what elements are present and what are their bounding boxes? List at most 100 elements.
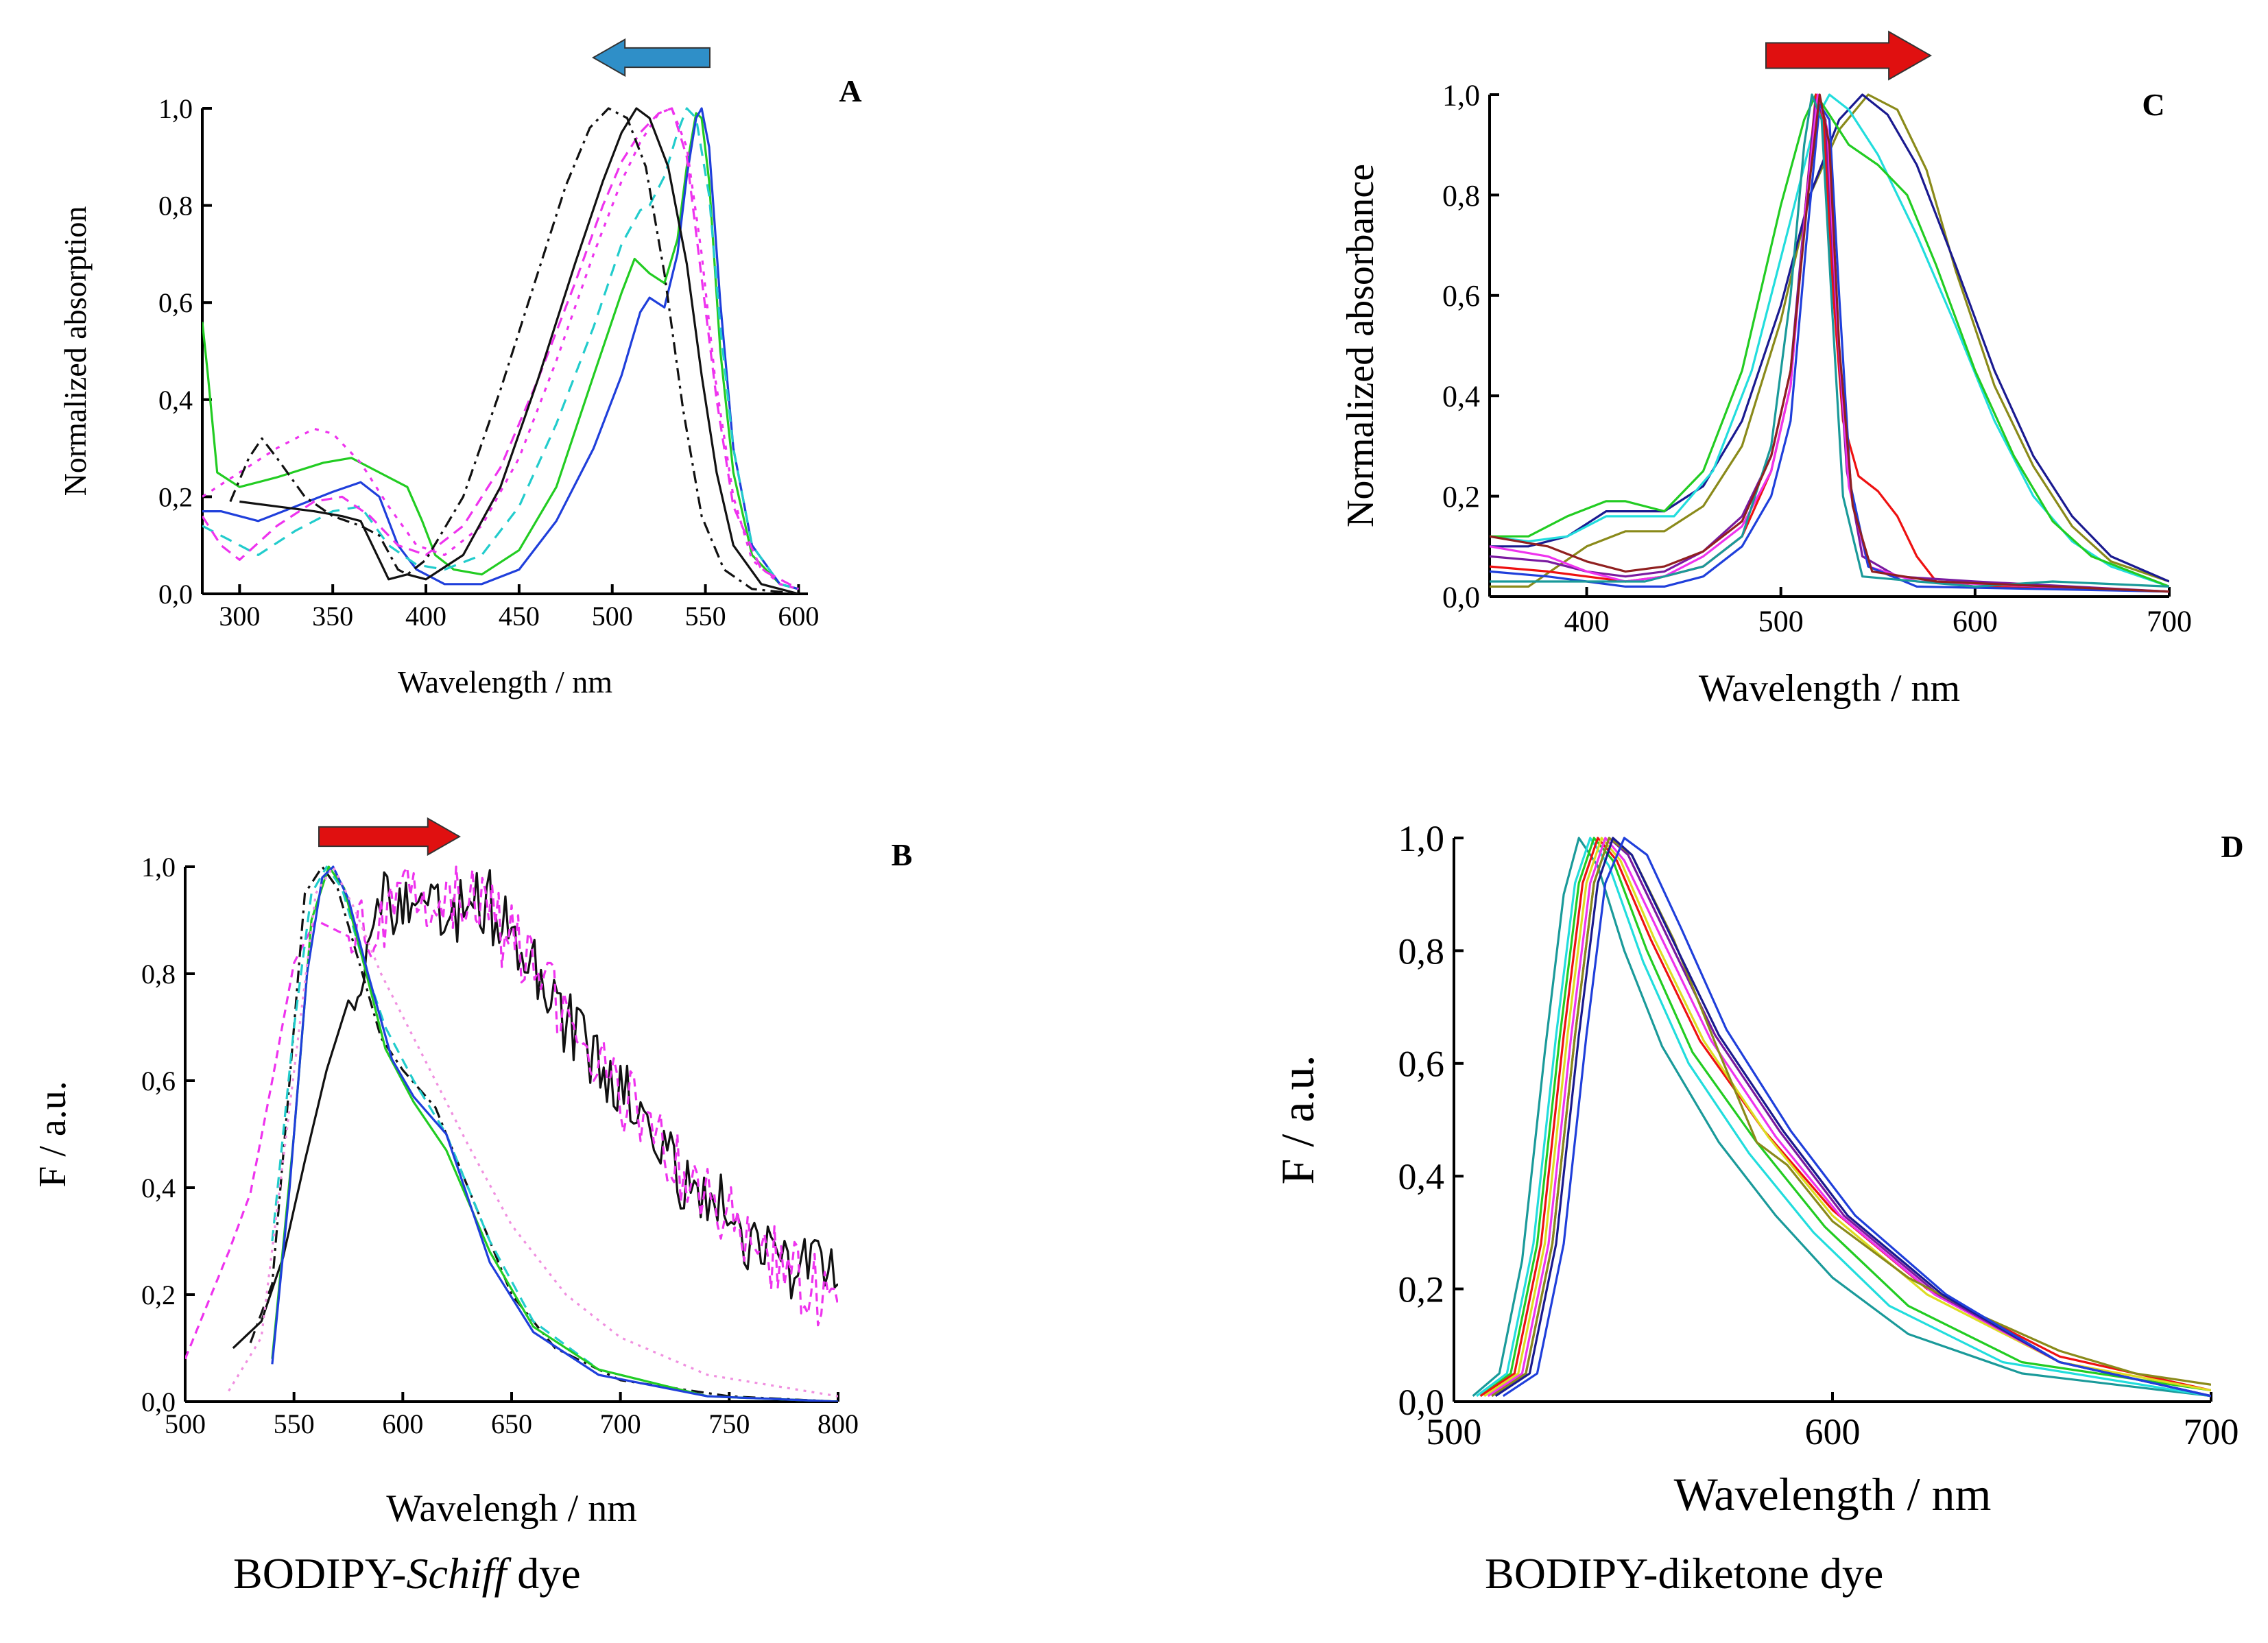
plot-area	[1490, 93, 2169, 593]
x-tick-label: 750	[708, 1408, 750, 1439]
caption-left-prefix: BODIPY-	[233, 1549, 407, 1598]
series-line-teal	[1472, 837, 2211, 1398]
x-axis-title: Wavelength / nm	[398, 664, 612, 699]
y-tick-label: 1,0	[158, 93, 193, 124]
x-tick-label: 350	[312, 601, 353, 632]
direction-arrow-right	[1765, 30, 1933, 81]
series-line-navy	[1494, 837, 2211, 1398]
panel-d-chart: 0,0 0,2 0,4 0,6 0,8 1,0 500 600 700 Wavelength / …	[1272, 818, 2244, 1520]
y-tick-label: 0,8	[1442, 179, 1480, 213]
series-line-magenta-dotted	[202, 107, 799, 590]
series-line-black-solid-noisy	[232, 869, 838, 1350]
y-tick-label: 0,4	[1398, 1156, 1445, 1197]
series-line-blue	[202, 107, 799, 590]
series-line-black-solid	[239, 107, 799, 594]
x-tick-label: 500	[165, 1408, 206, 1439]
series-line-cyan	[1476, 837, 2211, 1398]
y-tick-label: 1,0	[141, 852, 176, 883]
series-line-teal	[1490, 93, 2169, 588]
series-line-olive	[1491, 837, 2211, 1398]
x-tick-label: 600	[778, 601, 819, 632]
x-tick-label: 550	[685, 601, 726, 632]
series-line-magenta-dashed	[202, 107, 800, 590]
series-line-blue	[271, 865, 838, 1402]
direction-arrow-right	[318, 817, 462, 856]
x-tick-label: 650	[491, 1408, 532, 1439]
x-tick-label: 500	[1758, 605, 1804, 638]
series-line-black-dash-dot	[229, 107, 799, 594]
y-tick-label: 0,4	[141, 1173, 176, 1203]
x-tick-label: 500	[1427, 1411, 1482, 1452]
y-tick-label: 1,0	[1398, 818, 1445, 859]
caption-right-text: BODIPY-diketone dye	[1485, 1549, 1884, 1598]
y-axis-title: F / a.u.	[32, 1081, 74, 1188]
y-tick-label: 0,2	[158, 481, 193, 512]
x-axis-title: Wavelengh / nm	[386, 1487, 637, 1530]
x-tick-label: 300	[219, 601, 260, 632]
x-tick-label: 600	[382, 1408, 423, 1439]
y-tick-label: 0,6	[1442, 279, 1480, 313]
panel-letter: C	[2142, 87, 2164, 122]
x-tick-label: 450	[499, 601, 540, 632]
direction-arrow-left	[591, 38, 711, 77]
panel-letter: D	[2221, 829, 2243, 864]
series-line-dark-red	[1490, 93, 2169, 593]
y-tick-label: 0,6	[1398, 1044, 1445, 1085]
x-tick-label: 700	[2184, 1411, 2239, 1452]
panel-b-chart: 0,0 0,2 0,4 0,6 0,8 1,0 500 550 600 650 700 750 800 W…	[32, 817, 913, 1530]
series-line-pink-dotted	[228, 865, 838, 1398]
y-tick-label: 0,8	[141, 959, 176, 990]
x-axis-title: Wavelength / nm	[1699, 667, 1960, 710]
x-tick-label: 600	[1953, 605, 1998, 638]
y-tick-label: 0,6	[141, 1066, 176, 1096]
y-tick-label: 0,4	[1442, 380, 1480, 413]
panel-letter: A	[839, 73, 861, 108]
caption-right: BODIPY-diketone dye	[1485, 1548, 1883, 1599]
caption-left-italic: Schiff	[406, 1549, 507, 1598]
series-line-black-dash-dot	[249, 865, 838, 1402]
y-tick-label: 0,8	[1398, 931, 1445, 972]
series-line-magenta-dashed-noisy	[185, 865, 838, 1360]
y-tick-label: 0,4	[158, 385, 193, 416]
series-line-magenta	[1487, 837, 2211, 1398]
series-line-green	[1479, 837, 2211, 1398]
x-tick-label: 500	[592, 601, 633, 632]
caption-left-suffix: dye	[506, 1549, 581, 1598]
series-line-blue	[1490, 104, 2169, 593]
series-line-cyan-dashed	[271, 865, 838, 1402]
x-axis-title: Wavelength / nm	[1674, 1468, 1992, 1520]
x-tick-label: 700	[2147, 605, 2192, 638]
x-tick-label: 400	[1564, 605, 1610, 638]
y-tick-label: 0,0	[141, 1387, 176, 1417]
y-tick-label: 0,0	[1398, 1382, 1445, 1423]
panel-a-chart: 0,0 0,2 0,4 0,6 0,8 1,0 300 350 400 450 500 550 600 W…	[58, 38, 862, 699]
y-axis-title: Normalized absorbance	[1339, 164, 1382, 527]
x-tick-label: 400	[405, 601, 446, 632]
y-tick-label: 0,2	[1398, 1269, 1445, 1310]
y-tick-label: 0,0	[158, 579, 193, 610]
x-tick-label: 700	[600, 1408, 641, 1439]
y-tick-label: 1,0	[1442, 78, 1480, 112]
series-line-green	[271, 865, 838, 1402]
y-tick-label: 0,2	[141, 1280, 176, 1310]
series-line-cyan-dashed	[202, 107, 799, 590]
y-tick-label: 0,2	[1442, 480, 1480, 514]
series-line-yellow	[1483, 837, 2211, 1398]
panel-c-chart: 0,0 0,2 0,4 0,6 0,8 1,0 400 500 600 700 Wavelength…	[1339, 30, 2192, 710]
y-tick-label: 0,0	[1442, 580, 1480, 614]
x-tick-label: 800	[817, 1408, 859, 1439]
x-tick-label: 550	[274, 1408, 315, 1439]
series-line-blue	[1502, 837, 2211, 1398]
series-line-green	[202, 112, 799, 590]
plot-area	[1472, 837, 2211, 1398]
caption-left: BODIPY-Schiff dye	[233, 1548, 581, 1599]
plot-area	[202, 107, 800, 594]
panel-letter: B	[892, 837, 913, 872]
y-axis-title: Normalized absorption	[58, 206, 93, 496]
x-tick-label: 600	[1805, 1411, 1861, 1452]
plot-area	[185, 865, 838, 1402]
y-axis-title: F / a.u.	[1272, 1055, 1324, 1185]
y-tick-label: 0,6	[158, 287, 193, 318]
y-tick-label: 0,8	[158, 191, 193, 221]
